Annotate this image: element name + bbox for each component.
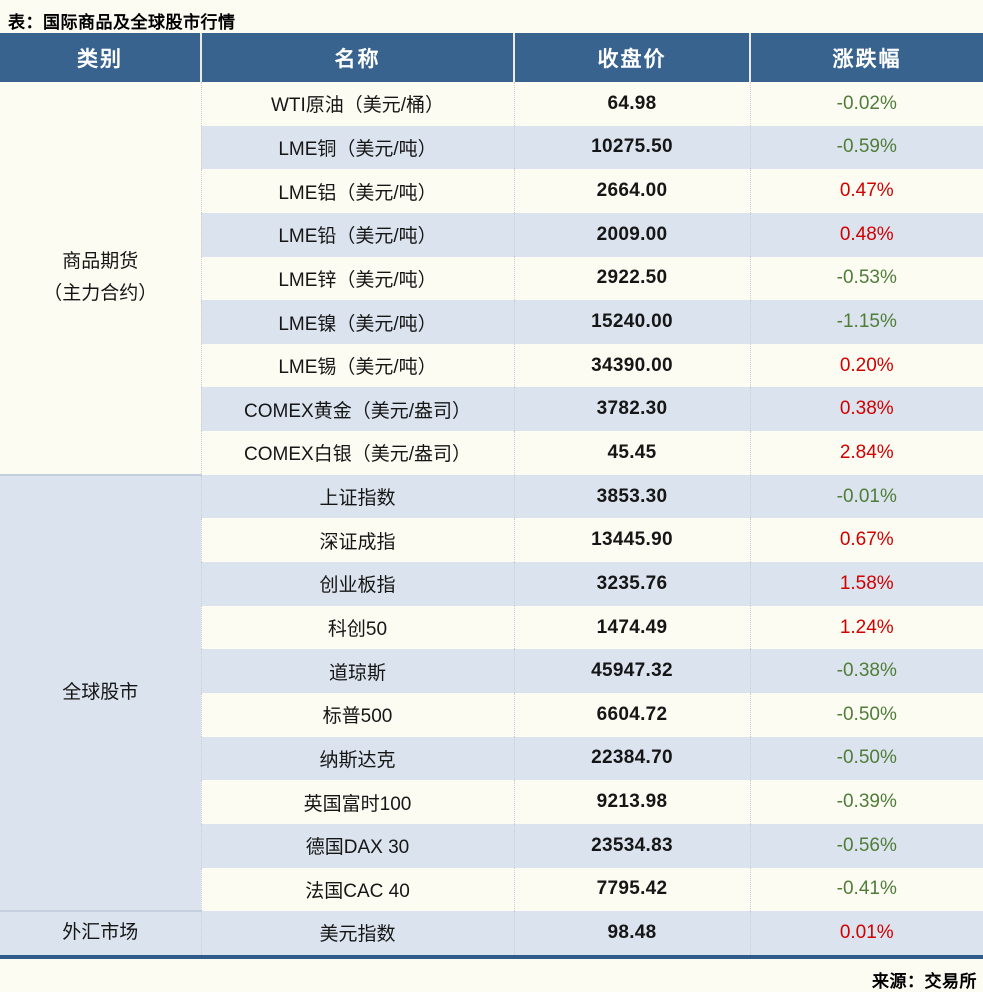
change-value: 2.84% [749,431,983,475]
close-price: 34390.00 [513,343,750,388]
header-cell-category: 类别 [0,33,201,82]
change-value: -0.50% [749,692,983,737]
instrument-name: LME锌（美元/吨） [200,256,514,301]
close-price: 7795.42 [513,867,750,912]
category-cell: 外汇市场 [0,911,202,955]
instrument-name: LME铅（美元/吨） [200,212,514,257]
table-row: LME锌（美元/吨） 2922.50 -0.53% [0,256,983,301]
instrument-name: LME镍（美元/吨） [200,300,514,344]
change-value: -0.53% [749,256,983,301]
change-value: -0.02% [749,82,983,126]
instrument-name: 标普500 [200,692,514,737]
instrument-name: WTI原油（美元/桶） [200,82,514,126]
close-price: 1474.49 [513,605,750,650]
table-row: 法国CAC 40 7795.42 -0.41% [0,867,983,912]
change-value: -0.41% [749,867,983,912]
close-price: 64.98 [513,82,750,126]
close-price: 3235.76 [513,562,750,606]
page-title: 表：国际商品及全球股市行情 [8,13,236,32]
change-value: 0.48% [749,212,983,257]
change-value: 0.38% [749,387,983,432]
change-value: 1.24% [749,605,983,650]
category-cell: 全球股市 [0,474,202,913]
instrument-name: 科创50 [200,605,514,650]
table-row: 外汇市场 美元指数 98.48 0.01% [0,911,983,955]
header-cell-close: 收盘价 [513,33,750,82]
table-row: 标普500 6604.72 -0.50% [0,692,983,737]
close-price: 3853.30 [513,474,750,519]
change-value: 0.01% [749,911,983,955]
change-value: -0.50% [749,736,983,781]
table-wrap: 类别 名称 收盘价 涨跌幅 商品期货 （主力合约） WTI原油（美元/桶） 64… [0,33,983,959]
instrument-name: 创业板指 [200,562,514,606]
change-value: -1.15% [749,300,983,344]
table-row: 商品期货 （主力合约） WTI原油（美元/桶） 64.98 -0.02% [0,82,983,476]
table-row: LME铅（美元/吨） 2009.00 0.48% [0,212,983,257]
instrument-name: LME铝（美元/吨） [200,169,514,213]
header-cell-change: 涨跌幅 [749,33,983,82]
close-price: 9213.98 [513,780,750,824]
close-price: 45947.32 [513,649,750,693]
header-cell-name: 名称 [200,33,514,82]
table-row: 英国富时100 9213.98 -0.39% [0,780,983,824]
table-row: 德国DAX 30 23534.83 -0.56% [0,823,983,868]
change-value: -0.59% [749,125,983,170]
close-price: 13445.90 [513,518,750,563]
instrument-name: COMEX白银（美元/盎司） [200,431,514,475]
close-price: 2664.00 [513,169,750,213]
change-value: 0.20% [749,343,983,388]
close-price: 2922.50 [513,256,750,301]
change-value: -0.56% [749,823,983,868]
table-row: COMEX白银（美元/盎司） 45.45 2.84% [0,431,983,475]
change-value: -0.38% [749,649,983,693]
category-cell: 商品期货 （主力合约） [0,82,202,476]
table-row: COMEX黄金（美元/盎司） 3782.30 0.38% [0,387,983,432]
instrument-name: LME铜（美元/吨） [200,125,514,170]
instrument-name: 深证成指 [200,518,514,563]
close-price: 6604.72 [513,692,750,737]
change-value: -0.01% [749,474,983,519]
header-row: 类别 名称 收盘价 涨跌幅 [0,33,983,82]
change-value: 0.67% [749,518,983,563]
close-price: 15240.00 [513,300,750,344]
close-price: 45.45 [513,431,750,475]
table-row: 科创50 1474.49 1.24% [0,605,983,650]
instrument-name: 法国CAC 40 [200,867,514,912]
instrument-name: COMEX黄金（美元/盎司） [200,387,514,432]
table-row: LME锡（美元/吨） 34390.00 0.20% [0,343,983,388]
table-row: 道琼斯 45947.32 -0.38% [0,649,983,693]
market-table: 类别 名称 收盘价 涨跌幅 商品期货 （主力合约） WTI原油（美元/桶） 64… [0,33,983,955]
table-row: LME铝（美元/吨） 2664.00 0.47% [0,169,983,213]
close-price: 22384.70 [513,736,750,781]
change-value: -0.39% [749,780,983,824]
close-price: 2009.00 [513,212,750,257]
close-price: 98.48 [513,911,750,955]
instrument-name: 上证指数 [200,474,514,519]
close-price: 23534.83 [513,823,750,868]
instrument-name: 纳斯达克 [200,736,514,781]
table-row: 全球股市 上证指数 3853.30 -0.01% [0,474,983,913]
close-price: 3782.30 [513,387,750,432]
source-label: 来源：交易所 [872,971,977,991]
instrument-name: 德国DAX 30 [200,823,514,868]
table-row: LME铜（美元/吨） 10275.50 -0.59% [0,125,983,170]
table-row: 深证成指 13445.90 0.67% [0,518,983,563]
table-row: 纳斯达克 22384.70 -0.50% [0,736,983,781]
close-price: 10275.50 [513,125,750,170]
instrument-name: 道琼斯 [200,649,514,693]
change-value: 0.47% [749,169,983,213]
instrument-name: 美元指数 [200,911,514,955]
instrument-name: LME锡（美元/吨） [200,343,514,388]
change-value: 1.58% [749,562,983,606]
instrument-name: 英国富时100 [200,780,514,824]
table-row: LME镍（美元/吨） 15240.00 -1.15% [0,300,983,344]
table-row: 创业板指 3235.76 1.58% [0,562,983,606]
